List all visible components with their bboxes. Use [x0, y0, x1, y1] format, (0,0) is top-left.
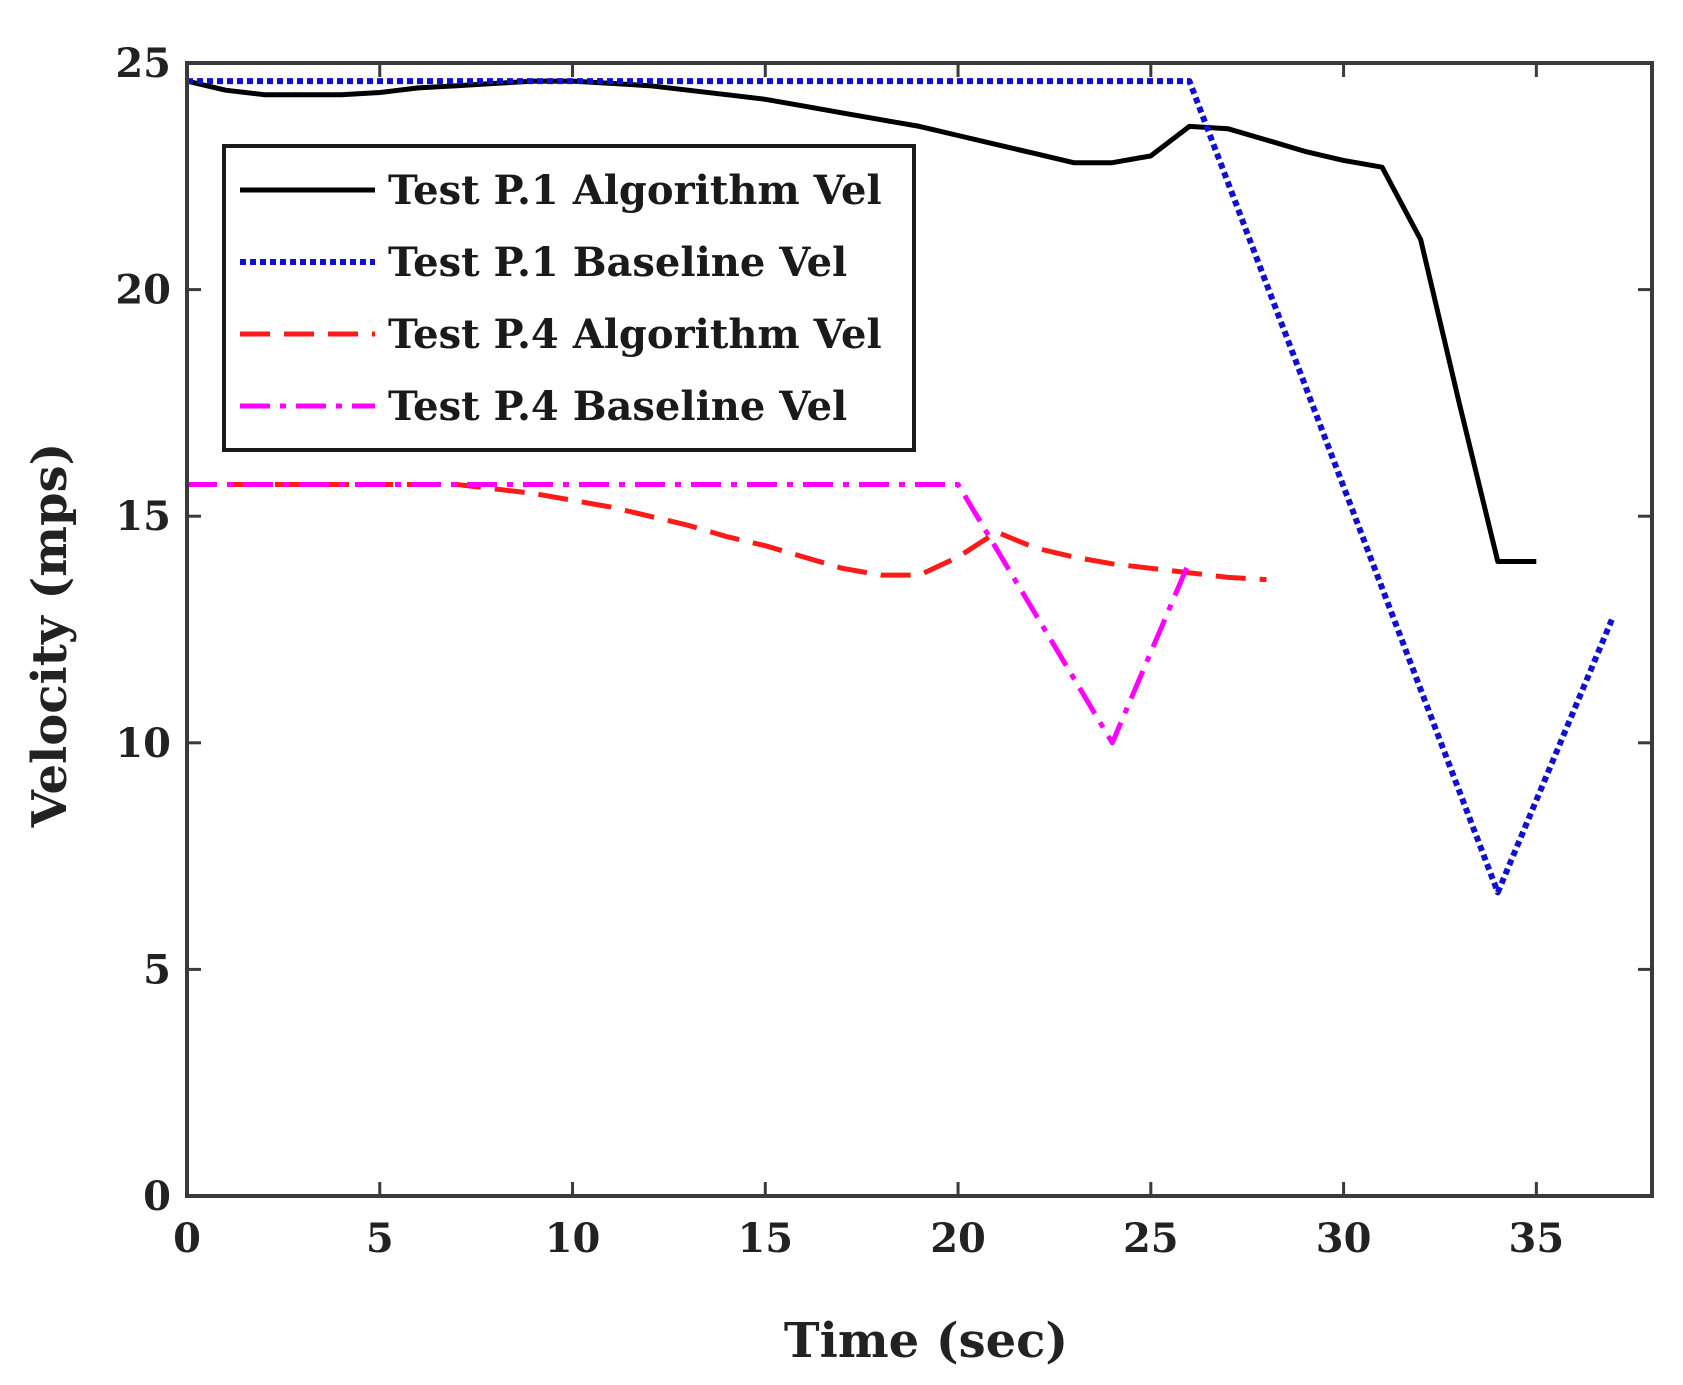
x-tick-label: 30 — [1316, 1215, 1372, 1262]
legend-box — [222, 144, 916, 452]
y-axis-title: Velocity (mps) — [22, 443, 78, 829]
series-line-4 — [187, 482, 1192, 746]
x-tick-label: 5 — [366, 1215, 394, 1262]
plot-frame — [185, 61, 1654, 1198]
y-tick-label: 15 — [115, 493, 171, 540]
y-tick-label: 0 — [143, 1173, 171, 1220]
series-layer — [186, 78, 1617, 896]
x-tick-label: 35 — [1509, 1215, 1565, 1262]
legend-label-4: Test P.4 Baseline Vel — [388, 383, 847, 430]
series-line-1 — [186, 78, 1537, 564]
legend: Test P.1 Algorithm Vel Test P.1 Baseline … — [222, 144, 916, 452]
x-tick-label: 25 — [1123, 1215, 1179, 1262]
y-tick-label: 25 — [115, 40, 171, 87]
x-tick-label: 15 — [737, 1215, 793, 1262]
legend-label-1: Test P.1 Algorithm Vel — [388, 167, 882, 214]
x-tick-label: 20 — [930, 1215, 986, 1262]
y-tick-label: 10 — [115, 720, 171, 767]
legend-label-3: Test P.4 Algorithm Vel — [388, 311, 882, 358]
tick-layer: 0 5 10 15 20 25 30 35 0 5 10 15 20 25 — [115, 40, 1652, 1262]
x-tick-label: 0 — [173, 1215, 201, 1262]
x-tick-label: 10 — [545, 1215, 601, 1262]
y-tick-label: 5 — [143, 946, 171, 993]
x-axis-title: Time (sec) — [784, 1313, 1068, 1369]
series-line-3 — [187, 482, 1267, 583]
series-line-2 — [187, 78, 1617, 896]
y-tick-label: 20 — [115, 267, 171, 314]
legend-label-2: Test P.1 Baseline Vel — [388, 239, 847, 286]
